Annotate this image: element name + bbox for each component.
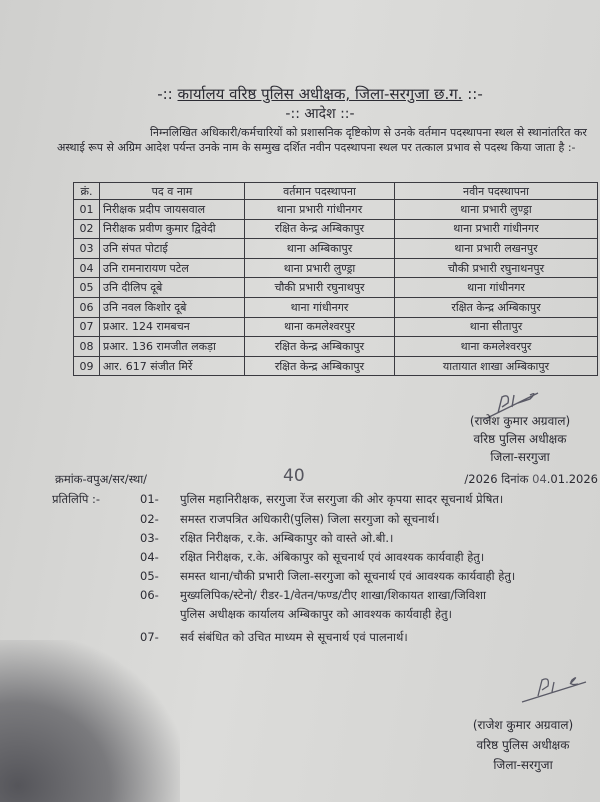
copy-item-text: पुलिस महानिरीक्षक, सरगुजा रेंज सरगुजा की…: [180, 492, 504, 506]
serial-cell: 06: [73, 296, 100, 318]
reference-date: /2026 दिनांक 04.01.2026: [464, 472, 598, 486]
copy-item-text: समस्त राजपत्रित अधिकारी(पुलिस) जिला सरगु…: [180, 512, 440, 526]
intro-line-2: स्थल से स्थानांतरित कर अस्थाई रूप से अग्…: [57, 126, 587, 154]
new-post-cell: यातायात शाखा अम्बिकापुर: [394, 355, 598, 377]
new-post-cell: थाना प्रभारी गांधीनगर: [394, 218, 598, 240]
intro-line-3: स्थल पर तत्काल प्रभाव से पदस्थ किया जाता…: [379, 141, 576, 154]
copy-item-text: समस्त थाना/चौकी प्रभारी जिला-सरगुजा को स…: [180, 569, 516, 583]
copy-item-number: 06-: [140, 588, 159, 602]
shadow: [0, 640, 180, 802]
table-row: 05 उनि दीलिप दूबे चौकी प्रभारी रघुनाथपुर था…: [73, 277, 598, 298]
copy-item-number: 03-: [140, 531, 159, 545]
current-post-cell: रक्षित केन्द्र अम्बिकापुर: [244, 218, 395, 240]
copy-item-number: 04-: [140, 550, 159, 564]
signer-name: (राजेश कुमार अग्रवाल): [469, 414, 571, 428]
signer-district: जिला-सरगुजा: [490, 450, 550, 464]
copy-item-text: मुख्यलिपिक/स्टेनो/ रीडर-1/वेतन/फण्ड/टीए …: [180, 588, 486, 602]
copy-item-number: 02-: [140, 512, 159, 526]
name-cell: निरीक्षक प्रवीण कुमार द्विवेदी: [99, 218, 245, 240]
table-row: 09 आर. 617 संजीत मिर्रे रक्षित केन्द्र अम्…: [73, 355, 598, 377]
serial-cell: 08: [73, 336, 100, 357]
current-post-cell: थाना प्रभारी गांधीनगर: [244, 199, 395, 220]
copy-item-number: 05-: [140, 569, 159, 583]
copy-item: 02- समस्त राजपत्रित अधिकारी(पुलिस) जिला स…: [140, 512, 598, 527]
table-row: 07 प्रआर. 124 रामबचन थाना कमलेश्वरपुर थाना …: [73, 316, 598, 338]
name-cell: उनि नवल किशोर दूबे: [99, 296, 245, 318]
copy-item-number: 07-: [140, 630, 159, 644]
current-post-cell: थाना गांधीनगर: [244, 296, 395, 318]
name-cell: उनि दीलिप दूबे: [99, 277, 245, 298]
table-row: 03 उनि संपत पोटाई थाना अम्बिकापुर थाना प्रभ…: [73, 238, 598, 259]
serial-cell: 07: [73, 316, 100, 338]
name-cell: उनि रामनारायण पटेल: [99, 257, 245, 279]
serial-cell: 04: [73, 257, 100, 279]
table-row: 08 प्रआर. 136 रामजीत लकड़ा रक्षित केन्द्र …: [73, 336, 598, 357]
copy-item: 03- रक्षित निरीक्षक, र.के. अम्बिकापुर को …: [140, 531, 598, 546]
name-cell: निरीक्षक प्रदीप जायसवाल: [99, 199, 245, 220]
copy-item: 01- पुलिस महानिरीक्षक, सरगुजा रेंज सरगुजा…: [140, 492, 598, 507]
current-post-cell: थाना प्रभारी लुण्ड्रा: [244, 257, 395, 279]
name-cell: आर. 617 संजीत मिर्रे: [99, 355, 245, 377]
new-post-cell: थाना सीतापुर: [394, 316, 598, 338]
reference-number: 40: [283, 466, 305, 486]
new-post-cell: थाना प्रभारी लुण्ड्रा: [394, 199, 598, 220]
new-post-cell: थाना प्रभारी लखनपुर: [394, 238, 598, 259]
intro-paragraph: निम्नलिखित अधिकारी/कर्मचारियों को प्रशास…: [57, 125, 597, 155]
transfer-table: क्रं. पद व नाम वर्तमान पदस्थापना नवीन पद…: [73, 182, 598, 377]
serial-cell: 03: [73, 238, 100, 259]
serial-cell: 01: [73, 199, 100, 220]
serial-cell: 09: [73, 355, 100, 377]
name-cell: प्रआर. 124 रामबचन: [99, 316, 245, 338]
table-row: 01 निरीक्षक प्रदीप जायसवाल थाना प्रभारी गा…: [73, 199, 598, 220]
new-post-cell: चौकी प्रभारी रघुनाथनपुर: [394, 257, 598, 279]
col-new: नवीन पदस्थापना: [394, 182, 598, 200]
current-post-cell: रक्षित केन्द्र अम्बिकापुर: [244, 336, 395, 357]
col-current: वर्तमान पदस्थापना: [244, 182, 395, 200]
serial-cell: 02: [73, 218, 100, 240]
new-post-cell: थाना गांधीनगर: [394, 277, 598, 298]
new-post-cell: रक्षित केन्द्र अम्बिकापुर: [394, 296, 598, 318]
copy-item-continuation: पुलिस अधीक्षक कार्यालय अम्बिकापुर को आवश…: [180, 607, 452, 621]
name-cell: प्रआर. 136 रामजीत लकड़ा: [99, 336, 245, 357]
table-row: 06 उनि नवल किशोर दूबे थाना गांधीनगर रक्षित …: [73, 296, 598, 318]
order-heading: -:: आदेश ::-: [285, 106, 355, 122]
col-name: पद व नाम: [99, 182, 245, 200]
signer-designation: वरिष्ठ पुलिस अधीक्षक: [473, 432, 567, 446]
intro-line-1: निम्नलिखित अधिकारी/कर्मचारियों को प्रशास…: [150, 126, 492, 139]
copy-label: प्रतिलिपि :-: [52, 492, 101, 506]
copy-item: 06- मुख्यलिपिक/स्टेनो/ रीडर-1/वेतन/फण्ड/ट…: [140, 588, 598, 603]
table-header: क्रं. पद व नाम वर्तमान पदस्थापना नवीन पद…: [73, 182, 598, 200]
signer-2-designation: वरिष्ठ पुलिस अधीक्षक: [476, 738, 570, 752]
copy-item-text: रक्षित निरीक्षक, र.के. अम्बिकापुर को वास…: [180, 531, 394, 545]
current-post-cell: थाना कमलेश्वरपुर: [244, 316, 395, 338]
new-post-cell: थाना कमलेश्वरपुर: [394, 336, 598, 357]
signer-2-district: जिला-सरगुजा: [493, 758, 553, 772]
current-post-cell: थाना अम्बिकापुर: [244, 238, 395, 259]
signer-2-name: (राजेश कुमार अग्रवाल): [472, 718, 574, 732]
signature-1-icon: [482, 392, 539, 421]
copy-item: 04- रक्षित निरीक्षक, र.के. अंबिकापुर को स…: [140, 550, 598, 565]
signature-2-icon: [521, 677, 587, 703]
copy-item-number: 01-: [140, 492, 159, 506]
name-cell: उनि संपत पोटाई: [99, 238, 245, 259]
current-post-cell: रक्षित केन्द्र अम्बिकापुर: [244, 355, 395, 377]
copy-item-text: रक्षित निरीक्षक, र.के. अंबिकापुर को सूचन…: [180, 550, 485, 564]
table-row: 02 निरीक्षक प्रवीण कुमार द्विवेदी रक्षित क…: [73, 218, 598, 240]
table-row: 04 उनि रामनारायण पटेल थाना प्रभारी लुण्ड्र…: [73, 257, 598, 279]
copy-item-text: सर्व संबंधित को उचित माध्यम से सूचनार्थ …: [180, 630, 408, 644]
serial-cell: 05: [73, 277, 100, 298]
reference-prefix: क्रमांक-वपुअ/सर/स्था/: [55, 472, 148, 486]
office-title: -:: कार्यालय वरिष्ठ पुलिस अधीक्षक, जिला-…: [157, 85, 483, 103]
copy-item: 07- सर्व संबंधित को उचित माध्यम से सूचनार…: [140, 630, 598, 645]
current-post-cell: चौकी प्रभारी रघुनाथपुर: [244, 277, 395, 298]
copy-item: 05- समस्त थाना/चौकी प्रभारी जिला-सरगुजा क…: [140, 569, 598, 584]
col-serial: क्रं.: [73, 182, 100, 200]
